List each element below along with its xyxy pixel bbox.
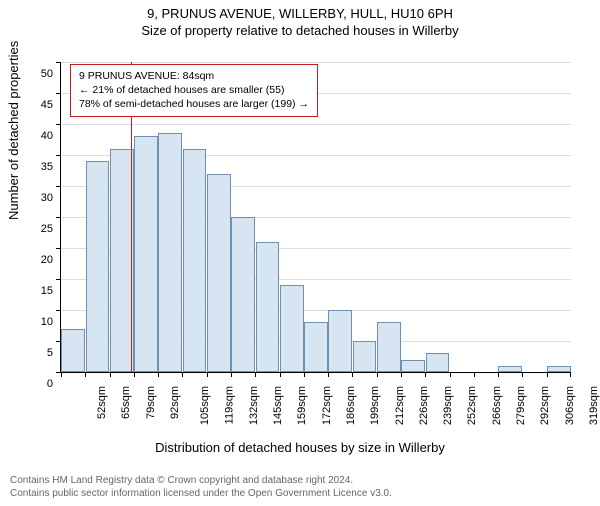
xtick-label: 212sqm [394, 386, 406, 425]
xtick-label: 52sqm [96, 386, 108, 419]
xtick-label: 132sqm [248, 386, 260, 425]
annotation-line1: 9 PRUNUS AVENUE: 84sqm [79, 69, 309, 83]
histogram-bar [426, 353, 450, 372]
histogram-bar [401, 360, 425, 372]
xtick-label: 292sqm [539, 386, 551, 425]
histogram-bar [134, 136, 158, 372]
ytick-mark [56, 93, 61, 94]
ytick-label: 40 [13, 130, 53, 142]
xtick-mark [280, 372, 281, 377]
histogram-bar [207, 174, 231, 372]
ytick-mark [56, 248, 61, 249]
xtick-mark [498, 372, 499, 377]
xtick-label: 65sqm [120, 386, 132, 419]
xtick-mark [352, 372, 353, 377]
xtick-mark [61, 372, 62, 377]
xtick-mark [377, 372, 378, 377]
histogram-bar [183, 149, 207, 372]
histogram-bar [86, 161, 110, 372]
xtick-mark [304, 372, 305, 377]
annotation-box: 9 PRUNUS AVENUE: 84sqm ← 21% of detached… [70, 64, 318, 117]
ytick-mark [56, 155, 61, 156]
histogram-bar [353, 341, 377, 372]
xtick-label: 252sqm [467, 386, 479, 425]
gridline [61, 124, 571, 125]
footer-line2: Contains public sector information licen… [10, 488, 392, 501]
xtick-mark [425, 372, 426, 377]
ytick-label: 0 [13, 378, 53, 390]
xtick-label: 172sqm [321, 386, 333, 425]
page-title-sub: Size of property relative to detached ho… [0, 23, 600, 38]
xtick-label: 306sqm [564, 386, 576, 425]
xtick-mark [231, 372, 232, 377]
xtick-label: 145sqm [272, 386, 284, 425]
ytick-mark [56, 217, 61, 218]
histogram-bar [61, 329, 85, 372]
xtick-label: 266sqm [491, 386, 503, 425]
ytick-label: 35 [13, 161, 53, 173]
histogram-bar [304, 322, 328, 372]
xtick-mark [207, 372, 208, 377]
histogram-bar [328, 310, 352, 372]
xtick-mark [85, 372, 86, 377]
ytick-mark [56, 186, 61, 187]
xtick-label: 79sqm [145, 386, 157, 419]
ytick-mark [56, 124, 61, 125]
xtick-label: 105sqm [199, 386, 211, 425]
histogram-bar [547, 366, 571, 372]
annotation-line3: 78% of semi-detached houses are larger (… [79, 97, 309, 111]
xtick-label: 319sqm [588, 386, 600, 425]
xtick-mark [450, 372, 451, 377]
ytick-label: 50 [13, 68, 53, 80]
x-axis-label: Distribution of detached houses by size … [0, 440, 600, 455]
ytick-label: 45 [13, 99, 53, 111]
xtick-mark [158, 372, 159, 377]
xtick-mark [255, 372, 256, 377]
footer-attribution: Contains HM Land Registry data © Crown c… [10, 475, 392, 500]
ytick-label: 20 [13, 254, 53, 266]
xtick-label: 159sqm [297, 386, 309, 425]
xtick-mark [401, 372, 402, 377]
histogram-bar [280, 285, 304, 372]
histogram-bar [498, 366, 522, 372]
xtick-mark [134, 372, 135, 377]
ytick-label: 15 [13, 285, 53, 297]
xtick-mark [570, 372, 571, 377]
histogram-bar [110, 149, 134, 372]
histogram-bar [377, 322, 401, 372]
ytick-label: 5 [13, 347, 53, 359]
footer-line1: Contains HM Land Registry data © Crown c… [10, 475, 392, 488]
page-title-address: 9, PRUNUS AVENUE, WILLERBY, HULL, HU10 6… [0, 6, 600, 21]
xtick-label: 119sqm [223, 386, 235, 424]
ytick-mark [56, 279, 61, 280]
xtick-label: 92sqm [169, 386, 181, 419]
histogram-bar [231, 217, 255, 372]
xtick-mark [110, 372, 111, 377]
ytick-mark [56, 62, 61, 63]
histogram-bar [158, 133, 182, 372]
xtick-label: 239sqm [442, 386, 454, 425]
ytick-label: 10 [13, 316, 53, 328]
xtick-label: 279sqm [515, 386, 527, 425]
xtick-label: 186sqm [345, 386, 357, 425]
xtick-mark [328, 372, 329, 377]
xtick-mark [474, 372, 475, 377]
xtick-label: 199sqm [369, 386, 381, 425]
ytick-label: 30 [13, 192, 53, 204]
xtick-label: 226sqm [418, 386, 430, 425]
ytick-mark [56, 310, 61, 311]
gridline [61, 62, 571, 63]
histogram-bar [256, 242, 280, 372]
ytick-label: 25 [13, 223, 53, 235]
xtick-mark [182, 372, 183, 377]
xtick-mark [547, 372, 548, 377]
annotation-line2: ← 21% of detached houses are smaller (55… [79, 83, 309, 97]
xtick-mark [522, 372, 523, 377]
